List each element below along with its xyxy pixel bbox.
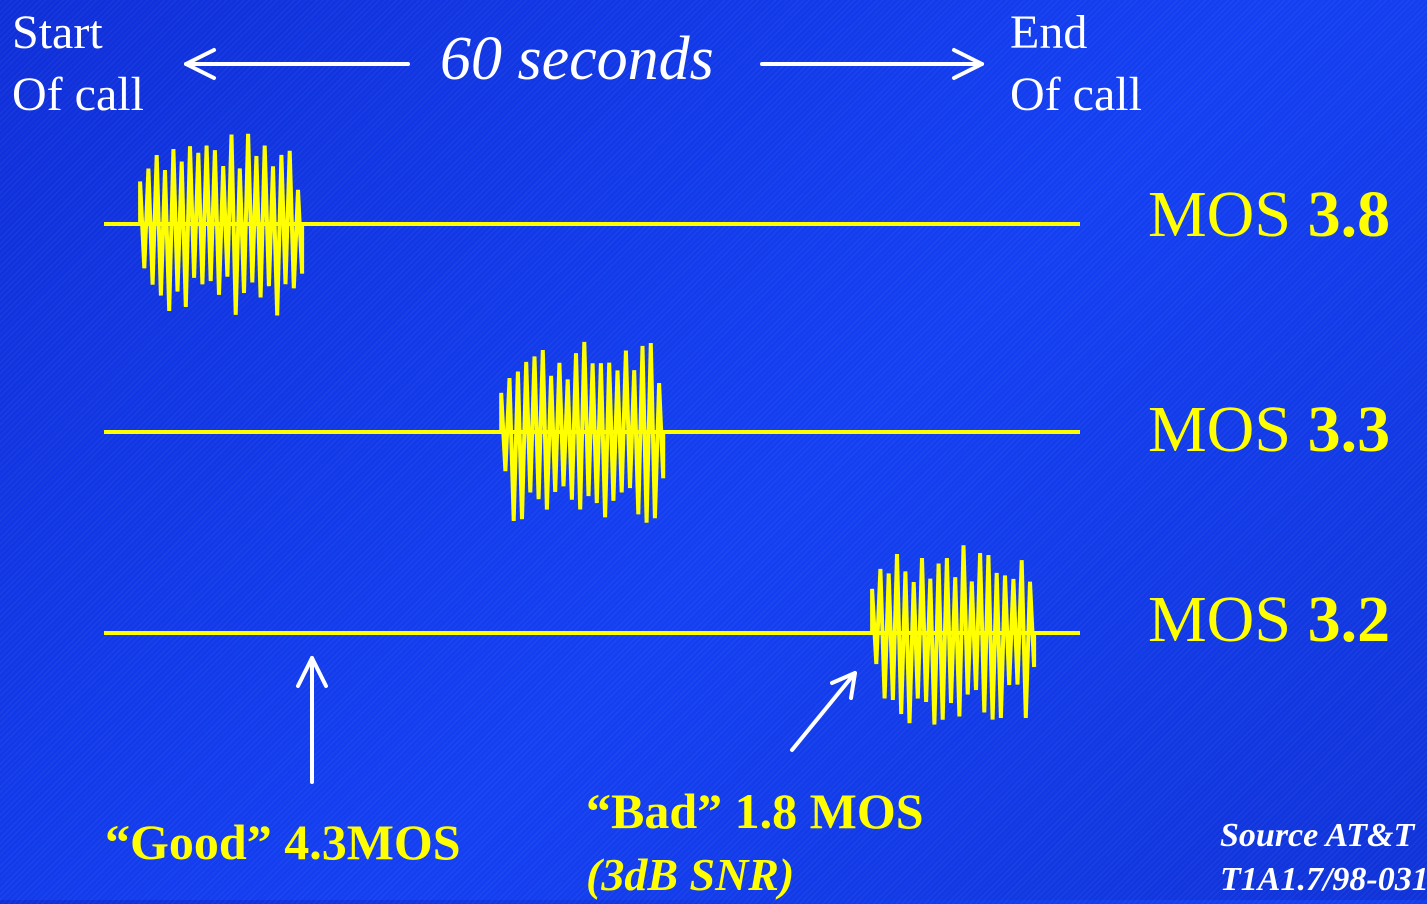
noise-burst-2 <box>499 341 666 523</box>
source-line-2: T1A1.7/98-031 <box>1220 861 1427 898</box>
snr-label: (3dB SNR) <box>586 849 795 900</box>
mos-value: 3.2 <box>1307 583 1391 656</box>
end-label-line2: Of call <box>1010 68 1142 121</box>
mos-value: 3.3 <box>1307 393 1391 466</box>
mos-label-track-3: MOS 3.2 <box>1148 585 1390 655</box>
noise-burst-1 <box>138 133 305 316</box>
arrow-right-icon <box>760 48 984 80</box>
mos-value: 3.8 <box>1307 178 1391 251</box>
good-quality-label: “Good” 4.3MOS <box>105 814 461 870</box>
mos-prefix: MOS <box>1148 583 1308 656</box>
end-of-call-label: End Of call <box>1010 2 1142 126</box>
arrow-left-icon <box>184 48 410 80</box>
source-line-1: Source AT&T <box>1220 817 1415 854</box>
duration-label: 60 seconds <box>440 25 714 93</box>
start-label-line1: Start <box>12 6 103 59</box>
bad-quality-label: “Bad” 1.8 MOS <box>586 783 924 839</box>
arrow-diagonal-icon <box>790 671 857 752</box>
mos-label-track-1: MOS 3.8 <box>1148 180 1390 250</box>
mos-prefix: MOS <box>1148 178 1308 251</box>
mos-prefix: MOS <box>1148 393 1308 466</box>
noise-burst-3 <box>870 545 1037 725</box>
end-label-line1: End <box>1010 6 1088 59</box>
start-of-call-label: Start Of call <box>12 2 144 126</box>
arrow-up-icon <box>296 656 328 784</box>
mos-label-track-2: MOS 3.3 <box>1148 395 1390 465</box>
start-label-line2: Of call <box>12 68 144 121</box>
